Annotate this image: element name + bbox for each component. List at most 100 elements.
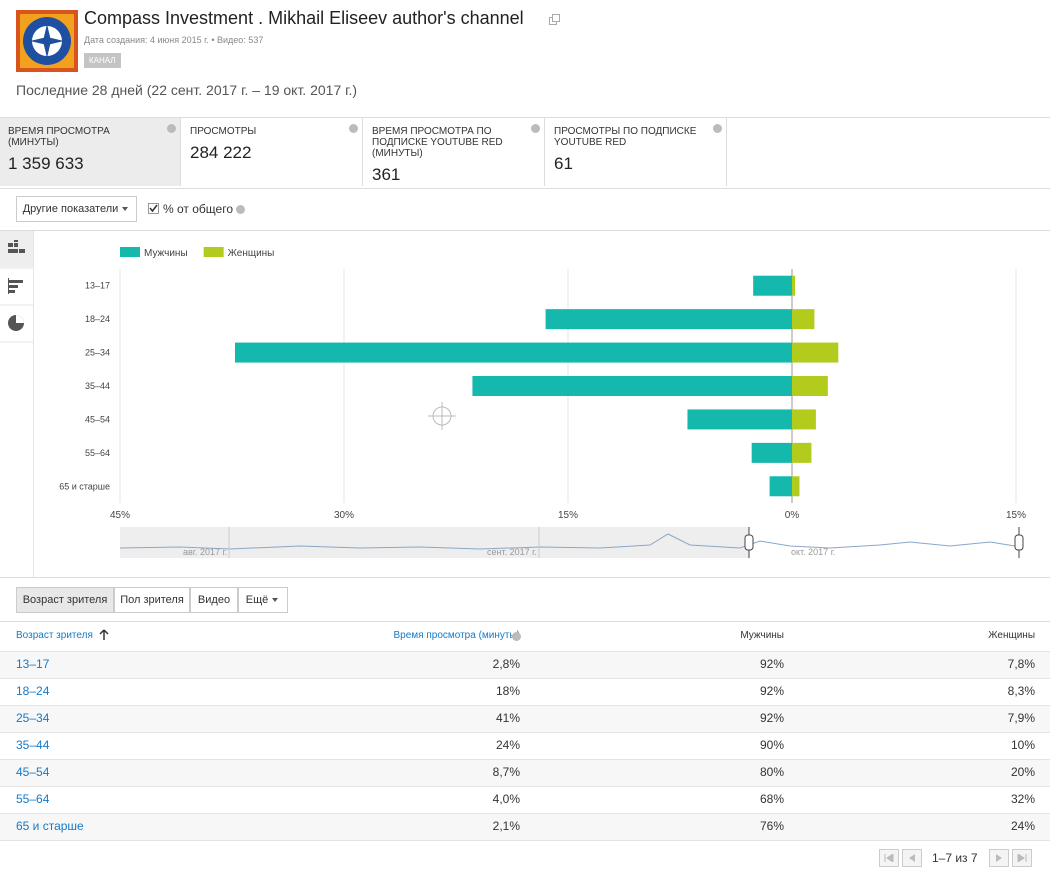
help-icon[interactable]	[713, 124, 722, 133]
row-link[interactable]: 45–54	[16, 765, 50, 779]
metric-card[interactable]: ВРЕМЯ ПРОСМОТРА ПО ПОДПИСКЕ YOUTUBE RED …	[364, 118, 545, 186]
channel-title[interactable]: Compass Investment . Mikhail Eliseev aut…	[84, 8, 524, 28]
help-icon[interactable]	[236, 205, 245, 214]
channel-badge: КАНАЛ	[84, 53, 121, 68]
divider	[0, 230, 1050, 231]
bar[interactable]	[472, 376, 792, 396]
percent-toggle[interactable]: % от общего	[163, 202, 233, 216]
row-bg	[0, 786, 1050, 814]
row-bg	[0, 705, 1050, 733]
table-cell: 24%	[495, 738, 520, 752]
table-cell: 24%	[1010, 819, 1035, 833]
tab-label: Видео	[197, 594, 231, 606]
row-link[interactable]: 18–24	[16, 684, 50, 698]
metric-card[interactable]: ПРОСМОТРЫ ПО ПОДПИСКЕ YOUTUBE RED 61	[546, 118, 727, 186]
table-cell: 4,0%	[492, 792, 520, 806]
help-icon[interactable]	[531, 124, 540, 133]
column-header[interactable]: Возраст зрителя	[16, 630, 93, 641]
column-header[interactable]: Женщины	[988, 630, 1035, 641]
divider	[0, 577, 1050, 578]
x-tick-label: 15%	[558, 510, 578, 521]
metric-value: 61	[554, 154, 573, 173]
period: Последние 28 дней (22 сент. 2017 г. – 19…	[16, 82, 358, 98]
bar[interactable]	[792, 342, 839, 363]
last-page[interactable]	[1012, 849, 1032, 867]
row-bg	[0, 732, 1050, 760]
tab[interactable]: Пол зрителя	[114, 587, 190, 613]
metric-card[interactable]: ВРЕМЯ ПРОСМОТРА (МИНУТЫ) 1 359 633	[0, 118, 181, 186]
tab[interactable]: Ещё	[238, 587, 288, 613]
timeline-label: сент. 2017 г.	[487, 547, 537, 557]
arrow	[272, 598, 279, 602]
table-cell: 2,1%	[492, 819, 520, 833]
y-tick-label: 65 и старше	[59, 481, 110, 491]
checkbox[interactable]	[148, 203, 159, 214]
bar[interactable]	[792, 376, 828, 396]
metric-value: 284 222	[190, 143, 252, 162]
help-icon[interactable]	[512, 632, 521, 641]
arrow	[99, 629, 109, 640]
timeline-line	[119, 533, 1016, 550]
column-header[interactable]: Время просмотра (минуты)	[393, 630, 520, 641]
bar[interactable]	[687, 409, 792, 430]
row-link[interactable]: 35–44	[16, 738, 50, 752]
table-cell: 8,7%	[492, 765, 520, 779]
row-bg	[0, 651, 1050, 679]
metric-label: ПРОСМОТРЫ ПО ПОДПИСКЕ YOUTUBE RED	[554, 126, 697, 148]
channel-logo[interactable]	[16, 10, 78, 72]
next-page[interactable]	[989, 849, 1009, 867]
metric-card[interactable]: ПРОСМОТРЫ 284 222	[182, 118, 363, 186]
help-icon[interactable]	[349, 124, 358, 133]
bar[interactable]	[769, 476, 792, 497]
chart: 45% 30% 15% 0% 15% 13–17 18–24 25–34 35–44 45–54 5…	[59, 247, 1026, 558]
column-header[interactable]: Мужчины	[740, 630, 784, 641]
bar[interactable]	[792, 309, 815, 330]
bar[interactable]	[792, 409, 816, 430]
sidebar-border	[33, 231, 34, 577]
timeline[interactable]	[119, 527, 1024, 558]
row-link[interactable]: 13–17	[16, 657, 50, 671]
bar[interactable]	[751, 442, 792, 463]
metric-label: ВРЕМЯ ПРОСМОТРА ПО ПОДПИСКЕ YOUTUBE RED …	[372, 126, 503, 159]
tab-label: Возраст зрителя	[22, 594, 108, 606]
row-link[interactable]: 25–34	[16, 711, 50, 725]
bar[interactable]	[792, 442, 812, 463]
row-bg	[0, 759, 1050, 787]
more-metrics-button[interactable]: Другие показатели	[16, 196, 137, 222]
legend-label[interactable]: Женщины	[228, 248, 275, 259]
table-cell: 7,9%	[1007, 711, 1035, 725]
bar[interactable]	[753, 275, 792, 296]
sort-arrow[interactable]	[99, 629, 109, 641]
timeline-handle[interactable]	[1014, 534, 1024, 551]
external-link-icon[interactable]	[549, 14, 560, 25]
table-cell: 7,8%	[1007, 657, 1035, 671]
table-cell: 18%	[495, 684, 520, 698]
bar[interactable]	[234, 342, 792, 363]
legend-label[interactable]: Мужчины	[144, 248, 188, 259]
x-tick-label: 0%	[785, 510, 800, 521]
row-link[interactable]: 55–64	[16, 792, 50, 806]
tab[interactable]: Видео	[190, 587, 238, 613]
row-border	[0, 840, 1050, 841]
row-bg	[0, 678, 1050, 706]
table-cell: 32%	[1010, 792, 1035, 806]
first-page[interactable]	[879, 849, 899, 867]
row-link[interactable]: 65 и старше	[16, 819, 84, 833]
video-count: Видео: 537	[217, 35, 264, 45]
bar[interactable]	[792, 275, 795, 296]
table-cell: 76%	[759, 819, 784, 833]
help-icon[interactable]	[167, 124, 176, 133]
metric-label: ВРЕМЯ ПРОСМОТРА (МИНУТЫ)	[8, 126, 110, 148]
timeline-handle[interactable]	[744, 534, 754, 551]
table-cell: 92%	[759, 657, 784, 671]
y-tick-label: 25–34	[85, 348, 110, 358]
bar[interactable]	[545, 309, 792, 330]
tab[interactable]: Возраст зрителя	[16, 587, 114, 613]
chart-type-icons[interactable]	[0, 231, 33, 343]
x-tick-label: 15%	[1006, 510, 1026, 521]
table-cell: 41%	[495, 711, 520, 725]
legend-swatch	[120, 247, 140, 257]
prev-page[interactable]	[902, 849, 922, 867]
bar[interactable]	[792, 476, 800, 497]
